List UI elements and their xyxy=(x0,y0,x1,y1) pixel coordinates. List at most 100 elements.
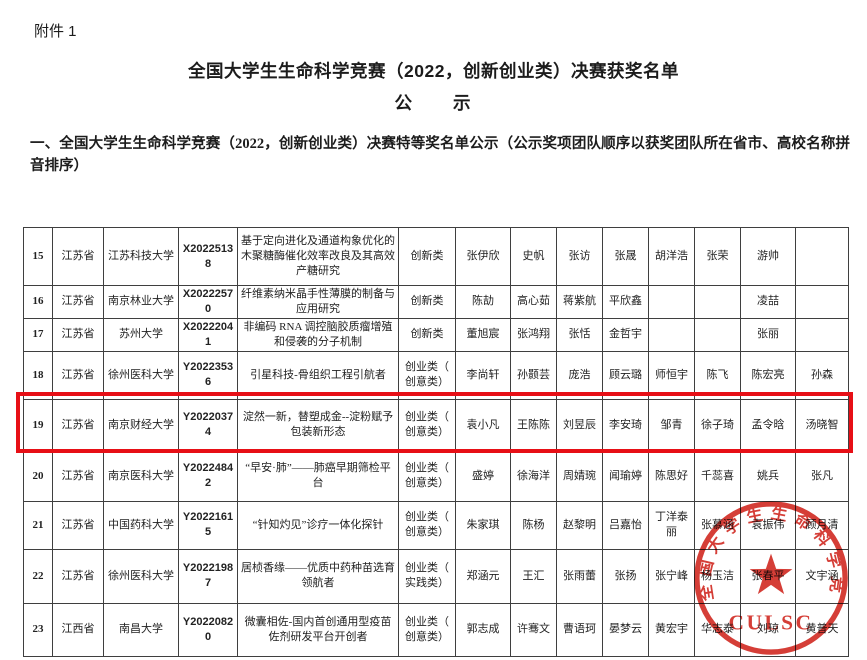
member-name-cell: 陈思好 xyxy=(648,450,695,502)
intro-paragraph: 一、全国大学生生命科学竞赛（2022，创新创业类）决赛特等奖名单公示（公示奖项团… xyxy=(30,136,850,174)
project-title-cell: 基于定向进化及通道构象优化的木聚糖酶催化效率改良及其高效产糖研究 xyxy=(237,227,399,286)
row-number-cell: 20 xyxy=(23,450,53,502)
row-number-cell: 22 xyxy=(23,548,53,604)
category-cell: 创新类 xyxy=(398,285,456,319)
province-cell: 江西省 xyxy=(52,602,104,657)
member-name-cell: 袁小凡 xyxy=(455,398,511,452)
advisor-name-cell: 陈飞 xyxy=(694,350,741,400)
advisor-name-cell: 汤晓智 xyxy=(795,398,849,452)
row-number-cell: 15 xyxy=(23,227,53,286)
member-name-cell: 张访 xyxy=(556,227,603,286)
advisor-name-cell: 孙森 xyxy=(795,350,849,400)
province-cell: 江苏省 xyxy=(52,398,104,452)
attachment-label: 附件 1 xyxy=(34,23,77,40)
project-code-cell: Y20224842 xyxy=(178,450,238,502)
table-row: 18 江苏省 徐州医科大学 Y20223536 引星科技-骨组织工程引航者 创业… xyxy=(23,350,849,400)
province-cell: 江苏省 xyxy=(52,350,104,400)
project-code-cell: Y20221987 xyxy=(178,548,238,604)
member-name-cell: 张雨蕾 xyxy=(556,548,603,604)
advisor-name-cell: 凌喆 xyxy=(740,285,796,319)
advisor-name-cell: 刘琼 xyxy=(740,602,796,657)
member-name-cell: 张宁峰 xyxy=(648,548,695,604)
table-row: 19 江苏省 南京财经大学 Y20220374 淀然一新，替塑成金--淀粉赋予包… xyxy=(23,398,849,452)
university-cell: 江苏科技大学 xyxy=(103,227,179,286)
member-name-cell: 陈劼 xyxy=(455,285,511,319)
table-row: 17 江苏省 苏州大学 X20222041 非编码 RNA 调控脑胶质瘤增殖和侵… xyxy=(23,317,849,352)
table-row: 15 江苏省 江苏科技大学 X20225138 基于定向进化及通道构象优化的木聚… xyxy=(23,227,849,286)
university-cell: 苏州大学 xyxy=(103,317,179,352)
member-name-cell: 郭志成 xyxy=(455,602,511,657)
member-name-cell: 张晟 xyxy=(602,227,649,286)
member-name-cell: 周婧琬 xyxy=(556,450,603,502)
row-number-cell: 16 xyxy=(23,285,53,319)
university-cell: 南京林业大学 xyxy=(103,285,179,319)
project-title-cell: 淀然一新，替塑成金--淀粉赋予包装新形态 xyxy=(237,398,399,452)
project-code-cell: X20222041 xyxy=(178,317,238,352)
member-name-cell: 张恬 xyxy=(556,317,603,352)
member-name-cell: 刘昱辰 xyxy=(556,398,603,452)
table-row: 22 江苏省 徐州医科大学 Y20221987 居桢香缘——优质中药种苗选育领航… xyxy=(23,548,849,604)
row-number-cell: 18 xyxy=(23,350,53,400)
province-cell: 江苏省 xyxy=(52,227,104,286)
advisor-name-cell: 杨玉洁 xyxy=(694,548,741,604)
member-name-cell: 朱家琪 xyxy=(455,500,511,550)
member-name-cell: 许骞文 xyxy=(510,602,557,657)
member-name-cell: 黄宏宇 xyxy=(648,602,695,657)
advisor-name-cell: 张春平 xyxy=(740,548,796,604)
category-cell: 创业类（创意类） xyxy=(398,602,456,657)
advisor-name-cell: 张慕涵 xyxy=(694,500,741,550)
member-name-cell: 史帆 xyxy=(510,227,557,286)
project-title-cell: 引星科技-骨组织工程引航者 xyxy=(237,350,399,400)
member-name-cell: 邹青 xyxy=(648,398,695,452)
member-name-cell: 张鸿翔 xyxy=(510,317,557,352)
advisor-name-cell: 姚兵 xyxy=(740,450,796,502)
project-title-cell: 纤维素纳米晶手性薄膜的制备与应用研究 xyxy=(237,285,399,319)
category-cell: 创业类（创意类） xyxy=(398,350,456,400)
university-cell: 徐州医科大学 xyxy=(103,350,179,400)
member-name-cell: 庞浩 xyxy=(556,350,603,400)
advisor-name-cell: 文宇涵 xyxy=(795,548,849,604)
member-name-cell: 郑涵元 xyxy=(455,548,511,604)
project-code-cell: X20222570 xyxy=(178,285,238,319)
advisor-name-cell: 张荣 xyxy=(694,227,741,286)
row-number-cell: 17 xyxy=(23,317,53,352)
university-cell: 南京医科大学 xyxy=(103,450,179,502)
row-number-cell: 21 xyxy=(23,500,53,550)
member-name-cell xyxy=(648,317,695,352)
category-cell: 创新类 xyxy=(398,227,456,286)
advisor-name-cell xyxy=(795,227,849,286)
project-title-cell: “早安·肺”——肺癌早期筛检平台 xyxy=(237,450,399,502)
province-cell: 江苏省 xyxy=(52,285,104,319)
advisor-name-cell xyxy=(795,317,849,352)
member-name-cell: 张扬 xyxy=(602,548,649,604)
category-cell: 创业类（创意类） xyxy=(398,500,456,550)
project-code-cell: Y20220374 xyxy=(178,398,238,452)
advisor-name-cell: 华志泰 xyxy=(694,602,741,657)
advisor-name-cell xyxy=(795,285,849,319)
member-name-cell: 陈杨 xyxy=(510,500,557,550)
awards-table-body: 15 江苏省 江苏科技大学 X20225138 基于定向进化及通道构象优化的木聚… xyxy=(23,227,849,657)
project-code-cell: X20225138 xyxy=(178,227,238,286)
member-name-cell xyxy=(648,285,695,319)
advisor-name-cell: 黄普天 xyxy=(795,602,849,657)
table-row: 23 江西省 南昌大学 Y20220820 微囊相佐-国内首创通用型疫苗佐剂研发… xyxy=(23,602,849,657)
table-row: 21 江苏省 中国药科大学 Y20221615 “针知灼见”诊疗一体化探针 创业… xyxy=(23,500,849,550)
advisor-name-cell: 徐子琦 xyxy=(694,398,741,452)
member-name-cell: 王陈陈 xyxy=(510,398,557,452)
project-title-cell: “针知灼见”诊疗一体化探针 xyxy=(237,500,399,550)
advisor-name-cell: 游帅 xyxy=(740,227,796,286)
row-number-cell: 23 xyxy=(23,602,53,657)
advisor-name-cell: 孟令晗 xyxy=(740,398,796,452)
university-cell: 中国药科大学 xyxy=(103,500,179,550)
member-name-cell: 丁洋泰丽 xyxy=(648,500,695,550)
project-title-cell: 非编码 RNA 调控脑胶质瘤增殖和侵袭的分子机制 xyxy=(237,317,399,352)
page-title: 全国大学生生命科学竞赛（2022，创新创业类）决赛获奖名单 xyxy=(188,61,679,81)
member-name-cell: 胡洋浩 xyxy=(648,227,695,286)
table-row: 20 江苏省 南京医科大学 Y20224842 “早安·肺”——肺癌早期筛检平台… xyxy=(23,450,849,502)
member-name-cell: 李安琦 xyxy=(602,398,649,452)
member-name-cell: 孙颢芸 xyxy=(510,350,557,400)
advisor-name-cell xyxy=(694,317,741,352)
province-cell: 江苏省 xyxy=(52,548,104,604)
member-name-cell: 李尚轩 xyxy=(455,350,511,400)
member-name-cell: 王汇 xyxy=(510,548,557,604)
